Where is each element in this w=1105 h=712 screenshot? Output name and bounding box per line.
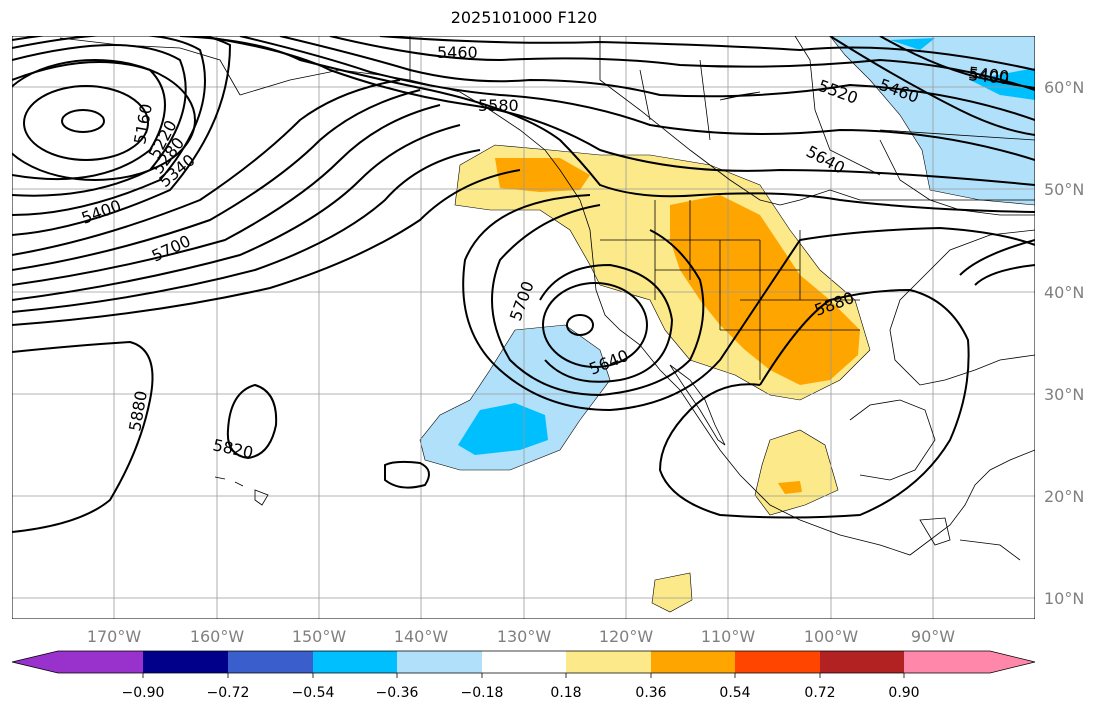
lon-label: 160°W bbox=[190, 627, 245, 646]
lon-label: 120°W bbox=[599, 627, 654, 646]
lat-label: 10°N bbox=[1044, 589, 1084, 608]
contour-5640-line bbox=[12, 149, 481, 313]
lat-label: 40°N bbox=[1044, 283, 1084, 302]
height-contours bbox=[12, 36, 1035, 533]
colorbar-segment bbox=[735, 651, 820, 673]
lat-label: 50°N bbox=[1044, 180, 1084, 199]
contour-label: 5400 bbox=[968, 63, 1010, 86]
colorbar-segment bbox=[820, 651, 904, 673]
positive-anomaly-small bbox=[651, 572, 693, 613]
colorbar-ticks bbox=[142, 673, 905, 678]
moderate-positive-anomaly-rockies bbox=[670, 195, 860, 385]
contour-5820 bbox=[226, 383, 278, 460]
strong-negative-anomaly-pacific bbox=[458, 403, 548, 455]
colorbar-segment bbox=[143, 651, 228, 673]
lat-label: 30°N bbox=[1044, 385, 1084, 404]
contour-5460-line bbox=[12, 89, 421, 271]
contour-1035-line bbox=[959, 239, 1035, 286]
contour-5520-line bbox=[12, 104, 441, 286]
latitude-labels: 60°N 50°N 40°N 30°N 20°N 10°N bbox=[1044, 78, 1084, 608]
contour-5160 bbox=[12, 61, 166, 181]
contour-low-center bbox=[61, 109, 105, 133]
lon-label: 110°W bbox=[701, 627, 756, 646]
lon-label: 140°W bbox=[394, 627, 449, 646]
contour-5280 bbox=[12, 36, 206, 216]
colorbar-tick-label: 0.90 bbox=[888, 685, 919, 701]
contour-label: 5400 bbox=[968, 65, 1010, 88]
colorbar-tick-label: 0.72 bbox=[804, 685, 835, 701]
contour-5340 bbox=[12, 36, 232, 236]
colorbar-segment-min-extend bbox=[12, 651, 58, 673]
lon-label: 90°W bbox=[911, 627, 955, 646]
contour-5220 bbox=[12, 44, 187, 197]
map-plot-area: 5460 5580 5400 5520 5460 5400 5640 5160 … bbox=[12, 36, 1035, 619]
contour-5880-west bbox=[12, 340, 154, 533]
contour-cutoff-ring-1 bbox=[542, 282, 648, 368]
colorbar-segment bbox=[58, 651, 143, 673]
positive-anomaly-mexico bbox=[754, 429, 839, 516]
colorbar-segment bbox=[651, 651, 735, 673]
contour-ring-2 bbox=[12, 59, 196, 181]
lon-label: 130°W bbox=[497, 627, 552, 646]
colorbar-segment bbox=[904, 651, 990, 673]
lon-label: 170°W bbox=[87, 627, 142, 646]
contour-5580 bbox=[279, 36, 1035, 121]
colorbar-tick-label: −0.18 bbox=[461, 685, 504, 701]
contour-label: 5460 bbox=[437, 43, 478, 62]
colorbar-segment bbox=[228, 651, 313, 673]
contour-ring-1 bbox=[23, 85, 149, 161]
contour-cutoff-5640 bbox=[539, 263, 674, 383]
colorbar-segment bbox=[397, 651, 482, 673]
colorbar-tick-label: −0.54 bbox=[292, 685, 335, 701]
contour-5640-north bbox=[329, 36, 1035, 91]
colorbar-segment-max-extend bbox=[990, 651, 1035, 673]
contour-5580-line bbox=[12, 124, 461, 301]
contour-cutoff-5700 bbox=[491, 204, 705, 397]
contour-5700-north bbox=[379, 36, 1035, 71]
colorbar-tick-label: −0.72 bbox=[207, 685, 250, 701]
coastlines bbox=[59, 36, 1035, 561]
contour-cutoff-outer bbox=[462, 194, 1035, 412]
moderate-positive-anomaly-mexico bbox=[778, 481, 802, 494]
contour-5880-east bbox=[658, 288, 970, 519]
lat-label: 60°N bbox=[1044, 78, 1084, 97]
colorbar-segment bbox=[566, 651, 651, 673]
contour-northeast-2 bbox=[879, 36, 1035, 89]
contour-northeast-1 bbox=[829, 36, 1035, 136]
strong-negative-anomaly-northeast bbox=[970, 68, 1035, 100]
contour-5520 bbox=[239, 36, 1035, 161]
lat-label: 20°N bbox=[1044, 487, 1084, 506]
contour-cutoff-low-center bbox=[566, 314, 594, 336]
colorbar-tick-label: 0.18 bbox=[550, 685, 581, 701]
colorbar-outline bbox=[11, 650, 1036, 674]
longitude-labels: 170°W 160°W 150°W 140°W 130°W 120°W 110°… bbox=[87, 627, 955, 646]
colorbar: −0.90 −0.72 −0.54 −0.36 −0.18 0.18 0.36 … bbox=[11, 650, 1036, 701]
map-title: 2025101000 F120 bbox=[450, 8, 598, 27]
colorbar-tick-label: 0.36 bbox=[635, 685, 666, 701]
moderate-positive-anomaly-west bbox=[495, 158, 590, 192]
colorbar-segment bbox=[313, 651, 397, 673]
lon-label: 100°W bbox=[804, 627, 859, 646]
strong-negative-anomaly-northeast-2 bbox=[890, 38, 935, 50]
colorbar-tick-label: −0.90 bbox=[122, 685, 165, 701]
colorbar-segment bbox=[482, 651, 566, 673]
contour-5400-line bbox=[12, 79, 401, 256]
lon-label: 150°W bbox=[292, 627, 347, 646]
colorbar-tick-label: −0.36 bbox=[376, 685, 419, 701]
contour-labels: 5460 5580 5400 5520 5460 5400 5640 5160 … bbox=[79, 43, 1010, 462]
contour-5700-line bbox=[12, 169, 521, 326]
contour-5460 bbox=[199, 36, 1035, 186]
colorbar-tick-label: 0.54 bbox=[719, 685, 750, 701]
gridlines bbox=[12, 36, 1035, 619]
contour-label: 5580 bbox=[478, 96, 519, 115]
contour-small-pacific bbox=[384, 460, 430, 489]
